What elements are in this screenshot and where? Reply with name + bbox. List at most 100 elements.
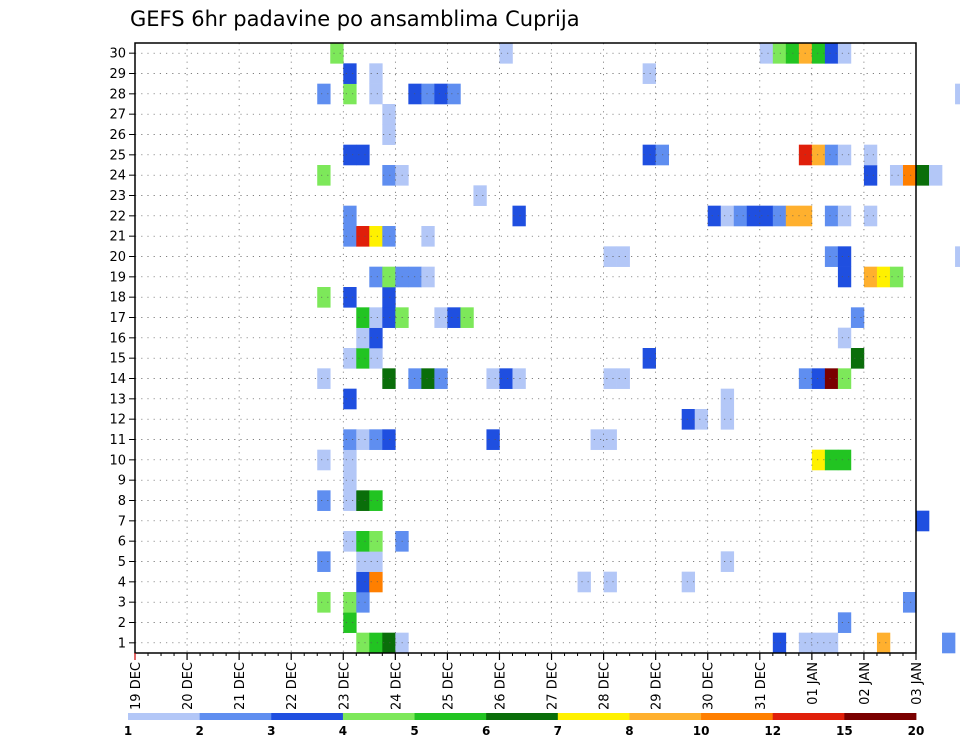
heatmap-cell [343, 287, 357, 308]
heatmap-cell [811, 632, 826, 654]
heatmap-cell [369, 307, 383, 328]
heatmap-cell [382, 266, 396, 288]
heatmap-cell [369, 632, 383, 654]
y-axis: 1234567891011121314151617181920212223242… [109, 47, 135, 651]
heatmap-cell [356, 551, 370, 572]
y-tick-label: 20 [109, 250, 126, 265]
heatmap-cell [317, 83, 331, 105]
colorbar-label: 5 [410, 724, 418, 738]
heatmap-cell [343, 470, 357, 491]
heatmap-cell [421, 368, 435, 389]
heatmap-cell [343, 205, 357, 227]
x-tick-label: 03 JAN [910, 662, 925, 705]
y-tick-label: 5 [118, 555, 126, 570]
heatmap-cell [955, 246, 960, 267]
heatmap-cell [863, 165, 878, 186]
heatmap-cell [616, 368, 630, 389]
heatmap-cell [369, 490, 383, 511]
heatmap-cell [824, 246, 839, 267]
heatmap-cell [343, 531, 357, 552]
heatmap-cell [421, 266, 435, 288]
heatmap-cell [369, 266, 383, 288]
heatmap-cell [707, 205, 722, 227]
heatmap-cell [369, 63, 383, 84]
heatmap-cell [824, 368, 839, 389]
heatmap-cell [681, 409, 696, 430]
heatmap-cell [694, 409, 709, 430]
heatmap-cell [759, 43, 774, 64]
y-tick-label: 9 [118, 474, 126, 489]
heatmap-cell [343, 429, 357, 450]
x-tick-label: 25 DEC [441, 662, 456, 710]
colorbar-swatch [557, 713, 630, 720]
colorbar-swatch [486, 713, 559, 720]
y-tick-label: 15 [109, 352, 126, 367]
heatmap-cell [317, 592, 331, 613]
heatmap-cell [837, 449, 852, 471]
colorbar-label: 2 [195, 724, 203, 738]
heatmap-cell [369, 348, 383, 369]
y-tick-label: 28 [109, 87, 126, 102]
heatmap-cell [811, 144, 826, 166]
x-tick-label: 23 DEC [337, 662, 352, 710]
colorbar-label: 3 [267, 724, 275, 738]
heatmap-cell [343, 592, 357, 613]
heatmap-cell [824, 632, 839, 654]
colorbar-swatch [342, 713, 415, 720]
heatmap-cell [369, 551, 383, 572]
colorbar-swatch [844, 713, 917, 720]
x-tick-label: 27 DEC [546, 662, 561, 710]
colorbar-label: 1 [124, 724, 132, 738]
y-tick-label: 29 [109, 67, 126, 82]
heatmap-cell [642, 63, 656, 84]
colorbar-label: 10 [693, 724, 710, 738]
y-tick-label: 7 [118, 514, 126, 529]
y-tick-label: 12 [109, 413, 126, 428]
heatmap-cell [460, 307, 474, 328]
heatmap-cell [382, 429, 396, 450]
heatmap-cell [382, 632, 396, 654]
y-tick-label: 25 [109, 148, 126, 163]
x-tick-label: 28 DEC [598, 662, 613, 710]
y-tick-label: 19 [109, 270, 126, 285]
heatmap-cell [603, 246, 617, 267]
heatmap-cell [356, 144, 370, 166]
heatmap-cell [499, 368, 513, 389]
heatmap-cell [317, 449, 331, 471]
heatmap-cell [447, 83, 461, 105]
heatmap-cell [720, 551, 735, 572]
heatmap-cell [772, 43, 787, 64]
heatmap-cell [447, 307, 461, 328]
heatmap-cell [369, 226, 383, 247]
heatmap-cell [356, 327, 370, 349]
heatmap-cell [603, 571, 617, 593]
y-tick-label: 18 [109, 291, 126, 306]
heatmap-cell [837, 612, 852, 633]
heatmap-cell [356, 307, 370, 328]
heatmap-cell [811, 368, 826, 389]
heatmap-cell [837, 246, 852, 267]
heatmap-cell [343, 388, 357, 410]
heatmap-cell [382, 165, 396, 186]
y-tick-label: 26 [109, 128, 126, 143]
y-tick-label: 4 [118, 575, 126, 590]
colorbar-swatch [629, 713, 702, 720]
heatmap-cell [421, 83, 435, 105]
y-tick-label: 16 [109, 331, 126, 346]
heatmap-cell [863, 266, 878, 288]
y-tick-label: 13 [109, 392, 126, 407]
heatmap-cell [343, 449, 357, 471]
heatmap-cell [942, 632, 956, 654]
heatmap-cell [382, 226, 396, 247]
heatmap-cell [369, 429, 383, 450]
heatmap-cell [434, 83, 448, 105]
heatmap-cell [603, 429, 617, 450]
x-tick-label: 24 DEC [389, 662, 404, 710]
heatmap-cell [811, 43, 826, 64]
heatmap-cell [889, 165, 904, 186]
heatmap-cell [824, 205, 839, 227]
heatmap-cell [642, 348, 656, 369]
heatmap-cell [499, 43, 513, 64]
heatmap-cell [811, 449, 826, 471]
heatmap-cell [343, 348, 357, 369]
